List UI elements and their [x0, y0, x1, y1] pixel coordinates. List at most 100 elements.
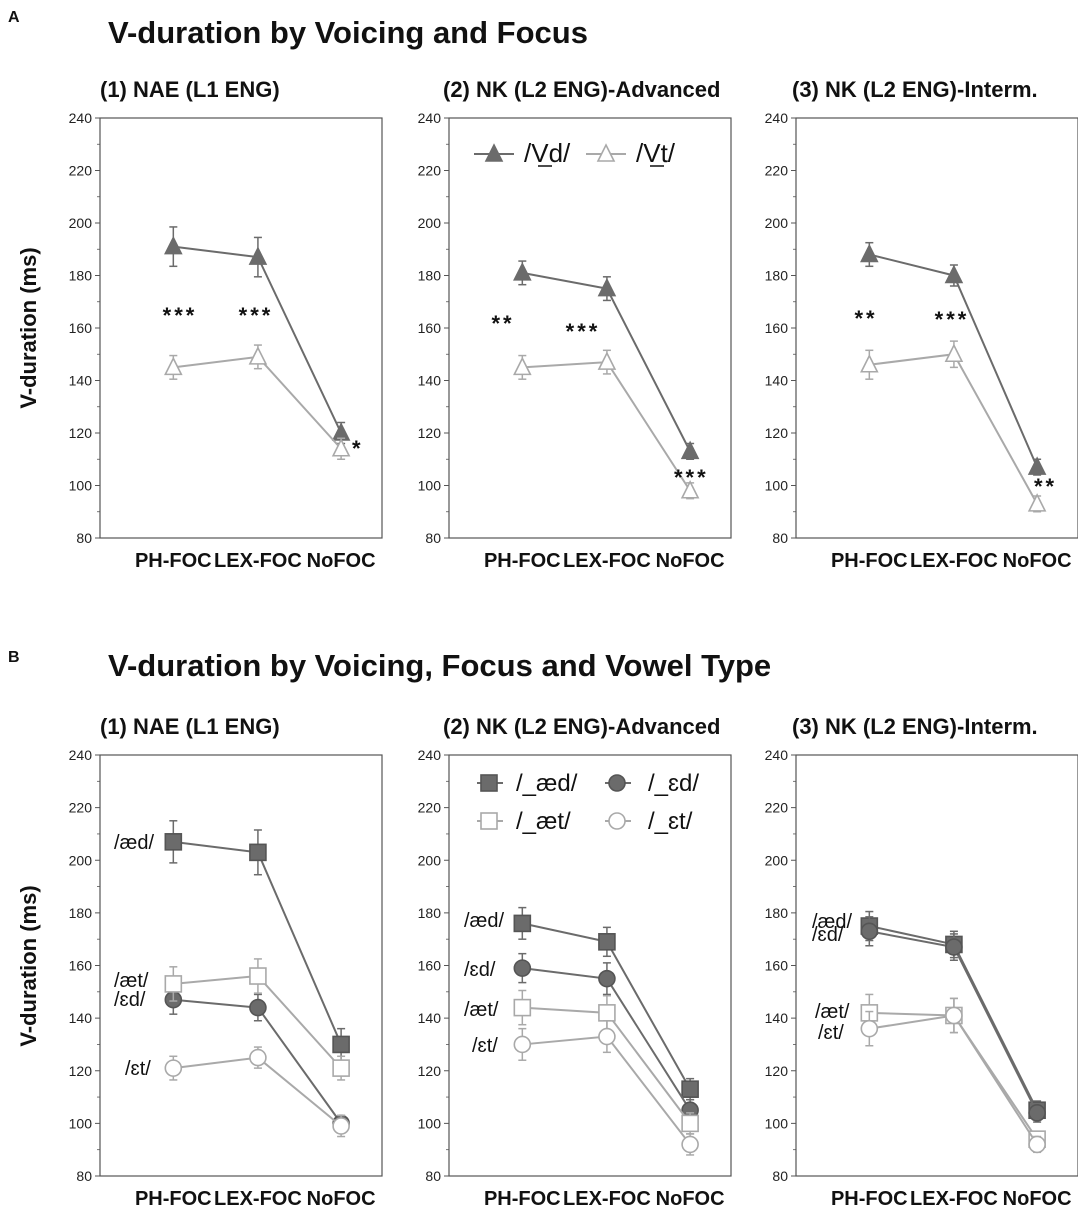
data-point — [513, 262, 532, 281]
x-tick-label: NoFOC — [307, 1188, 376, 1209]
y-tick-label: 100 — [418, 1115, 442, 1131]
y-tick-label: 80 — [772, 530, 788, 546]
panel-a-title: V-duration by Voicing and Focus — [108, 15, 588, 50]
legend-marker — [480, 812, 498, 830]
series-line — [869, 1014, 1038, 1145]
x-tick-label: PH-FOC — [484, 1188, 561, 1209]
x-tick-label: NoFOC — [307, 550, 376, 572]
data-point — [513, 998, 532, 1017]
y-tick-label: 180 — [69, 905, 93, 921]
data-point — [1028, 1135, 1046, 1154]
y-tick-label: 120 — [765, 1063, 789, 1079]
y-tick-label: 140 — [418, 373, 442, 389]
data-point — [332, 1059, 350, 1077]
data-point — [944, 343, 964, 363]
legend-label: /_æd/ — [516, 770, 578, 797]
legend: /Vd/ /Vt/ — [474, 138, 676, 168]
y-tick-label: 180 — [765, 268, 789, 284]
y-tick-label: 80 — [772, 1168, 788, 1184]
y-tick-label: 220 — [765, 800, 789, 816]
significance-annotation: *** — [674, 465, 709, 490]
data-point — [332, 1117, 350, 1135]
y-tick-label: 160 — [765, 958, 789, 974]
data-point — [1027, 456, 1047, 475]
series-inline-label: /æt/ — [815, 1001, 850, 1023]
data-point — [1028, 1104, 1046, 1122]
y-tick-label: 120 — [418, 425, 442, 441]
subplot-2: (2) NK (L2 ENG)-Advanced 80 100 120 140 160 18… — [418, 77, 732, 572]
data-point — [164, 1059, 183, 1077]
legend-label: /_æt/ — [516, 808, 571, 835]
subplot-4: (1) NAE (L1 ENG) 80 100 120 140 160 180 200 220 2… — [69, 714, 383, 1209]
significance-annotation: *** — [566, 319, 601, 344]
data-point — [1027, 493, 1047, 512]
data-point — [513, 1035, 532, 1054]
legend-marker — [596, 143, 616, 162]
x-tick-label: PH-FOC — [135, 550, 212, 572]
data-point — [331, 437, 351, 457]
legend-label: /_ɛd/ — [648, 770, 699, 797]
significance-annotation: ** — [491, 311, 514, 336]
y-tick-label: 220 — [69, 800, 93, 816]
y-tick-label: 80 — [425, 1168, 441, 1184]
x-tick-label: LEX-FOC — [910, 1188, 998, 1209]
y-tick-label: 100 — [69, 478, 93, 494]
x-tick-label: LEX-FOC — [563, 1188, 651, 1209]
data-point — [598, 1027, 616, 1046]
y-tick-label: 140 — [765, 1010, 789, 1026]
data-point — [945, 1006, 963, 1025]
subplot-title: (3) NK (L2 ENG)-Interm. — [792, 714, 1038, 739]
panel-a-ylabel: V-duration (ms) — [16, 247, 41, 408]
y-tick-label: 180 — [765, 905, 789, 921]
panel-b-letter: B — [8, 649, 20, 666]
y-tick-label: 240 — [765, 747, 789, 763]
series-inline-label: /ɛt/ — [125, 1058, 151, 1080]
legend-label: /Vt/ — [636, 138, 676, 168]
y-tick-label: 180 — [69, 268, 93, 284]
x-tick-label: PH-FOC — [831, 1188, 908, 1209]
series-inline-label: /æd/ — [114, 832, 154, 854]
y-tick-label: 180 — [418, 268, 442, 284]
legend-marker — [484, 143, 504, 162]
y-tick-label: 160 — [765, 320, 789, 336]
y-tick-label: 240 — [69, 747, 93, 763]
y-tick-label: 220 — [418, 163, 442, 179]
y-tick-label: 160 — [418, 320, 442, 336]
subplot-1: (1) NAE (L1 ENG) 80 100 120 140 160 180 200 220 2… — [69, 77, 383, 572]
data-point — [249, 843, 267, 862]
data-point — [164, 235, 183, 255]
y-tick-label: 240 — [418, 110, 442, 126]
subplot-5: (2) NK (L2 ENG)-Advanced 80 100 120 140 160 18… — [418, 714, 732, 1209]
y-tick-label: 140 — [69, 373, 93, 389]
y-tick-label: 140 — [765, 373, 789, 389]
significance-annotation: * — [352, 436, 364, 461]
x-tick-label: NoFOC — [656, 550, 725, 572]
subplot-title: (1) NAE (L1 ENG) — [100, 77, 280, 102]
legend-label: /_ɛt/ — [648, 808, 693, 835]
y-tick-label: 160 — [69, 320, 93, 336]
series-inline-label: /ɛd/ — [812, 924, 844, 946]
data-point — [945, 938, 963, 956]
y-tick-label: 100 — [418, 478, 442, 494]
significance-annotation: *** — [163, 303, 198, 328]
data-point — [860, 1019, 879, 1038]
data-point — [249, 1048, 267, 1067]
subplot-title: (2) NK (L2 ENG)-Advanced — [443, 714, 720, 739]
subplot-title: (2) NK (L2 ENG)-Advanced — [443, 77, 720, 102]
y-tick-label: 220 — [765, 163, 789, 179]
panel-a-letter: A — [8, 9, 20, 26]
y-tick-label: 180 — [418, 905, 442, 921]
x-tick-label: NoFOC — [1003, 550, 1072, 572]
data-point — [597, 351, 617, 370]
panel-b-ylabel: V-duration (ms) — [16, 885, 41, 1046]
data-point — [598, 933, 616, 951]
data-point — [164, 975, 183, 993]
data-point — [681, 1080, 699, 1098]
subplot-6: (3) NK (L2 ENG)-Interm. 80 100 120 140 160 180… — [765, 714, 1078, 1209]
data-point — [681, 1135, 699, 1154]
series-inline-label: /æd/ — [464, 910, 504, 932]
y-tick-label: 120 — [69, 1063, 93, 1079]
subplot-3: (3) NK (L2 ENG)-Interm. 80 100 120 140 160 180… — [765, 77, 1078, 572]
series-inline-label: /ɛd/ — [464, 959, 496, 981]
